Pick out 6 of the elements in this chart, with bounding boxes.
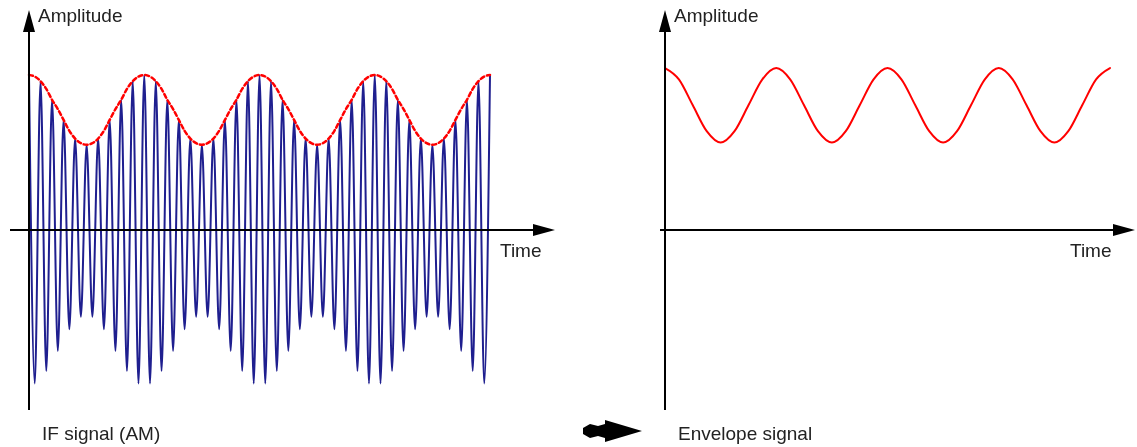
y-axis-title: Amplitude <box>674 5 759 26</box>
text: IF signal (AM) <box>42 423 161 444</box>
text: Envelope signal <box>678 423 813 444</box>
x-axis-title: Time <box>500 240 542 261</box>
x-axis-title: Time <box>1070 240 1112 261</box>
y-axis-title: Amplitude <box>38 5 123 26</box>
